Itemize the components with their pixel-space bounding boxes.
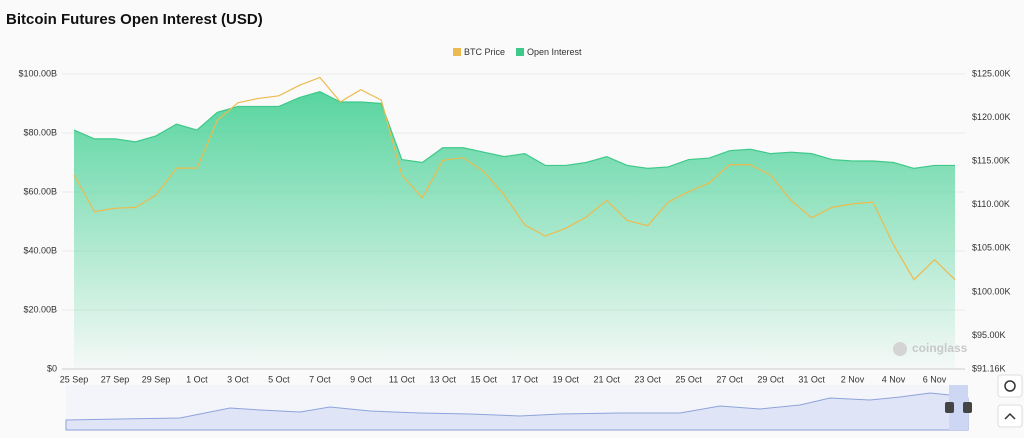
legend-swatch [516, 48, 525, 56]
y-tick-label: $0 [47, 363, 57, 373]
x-tick-label: 29 Sep [142, 374, 171, 384]
x-tick-label: 15 Oct [471, 374, 498, 384]
x-tick-label: 31 Oct [798, 374, 825, 384]
y-tick-label: $100.00B [18, 68, 57, 78]
navigator [65, 385, 972, 431]
x-tick-label: 29 Oct [757, 374, 784, 384]
plot-area [73, 76, 956, 369]
navigator-selection[interactable] [949, 385, 968, 430]
y2-tick-label: $110.00K [972, 199, 1010, 209]
x-tick-label: 1 Oct [186, 374, 208, 384]
x-tick-label: 4 Nov [882, 374, 906, 384]
chevron-icon [1004, 412, 1016, 420]
btc-price-line [73, 76, 956, 281]
x-tick-label: 17 Oct [511, 374, 538, 384]
legend-label: BTC Price [464, 47, 505, 57]
x-tick-label: 21 Oct [593, 374, 620, 384]
open-interest-line [73, 91, 955, 170]
x-tick-label: 27 Oct [716, 374, 743, 384]
x-tick-label: 25 Sep [60, 374, 89, 384]
zoom-button-bg[interactable] [997, 374, 1023, 398]
x-tick-label: 3 Oct [227, 374, 249, 384]
y-tick-label: $80.00B [23, 127, 57, 137]
y2-tick-label: $115.00K [972, 156, 1010, 166]
zoom-button[interactable] [997, 374, 1023, 398]
legend-swatch [453, 48, 461, 56]
y2-tick-label: $100.00K [972, 286, 1011, 296]
x-tick-label: 13 Oct [430, 374, 457, 384]
watermark-logo [893, 342, 907, 356]
x-tick-label: 27 Sep [101, 374, 130, 384]
zoom-icon [1004, 380, 1016, 392]
navigator-handle-left[interactable] [945, 402, 954, 413]
y2-tick-label: $91.16K [972, 363, 1006, 373]
y2-tick-label: $120.00K [972, 112, 1011, 122]
x-tick-label: 11 Oct [389, 374, 415, 384]
y-tick-label: $20.00B [23, 304, 57, 314]
legend-label: Open Interest [527, 47, 582, 57]
x-tick-label: 19 Oct [552, 374, 579, 384]
x-tick-label: 2 Nov [841, 374, 865, 384]
collapse-button-bg[interactable] [997, 404, 1023, 428]
x-tick-label: 25 Oct [675, 374, 702, 384]
y-tick-label: $40.00B [23, 245, 57, 255]
collapse-button[interactable] [997, 404, 1023, 428]
x-tick-label: 6 Nov [923, 374, 947, 384]
y2-tick-label: $95.00K [972, 330, 1006, 340]
chart-title: Bitcoin Futures Open Interest (USD) [6, 11, 263, 28]
y2-tick-label: $105.00K [972, 243, 1011, 253]
legend: BTC Price Open Interest [453, 47, 582, 57]
axes: $0 $20.00B $40.00B $60.00B $80.00B $100.00B $9… [18, 68, 1010, 384]
watermark: coinglass [912, 341, 968, 355]
navigator-handle-right[interactable] [963, 402, 972, 413]
y2-tick-label: $125.00K [972, 68, 1011, 78]
x-tick-label: 5 Oct [268, 374, 290, 384]
y-tick-label: $60.00B [23, 186, 57, 196]
open-interest-area [74, 91, 955, 369]
x-tick-label: 7 Oct [309, 374, 331, 384]
x-tick-label: 9 Oct [350, 374, 372, 384]
x-tick-label: 23 Oct [634, 374, 661, 384]
